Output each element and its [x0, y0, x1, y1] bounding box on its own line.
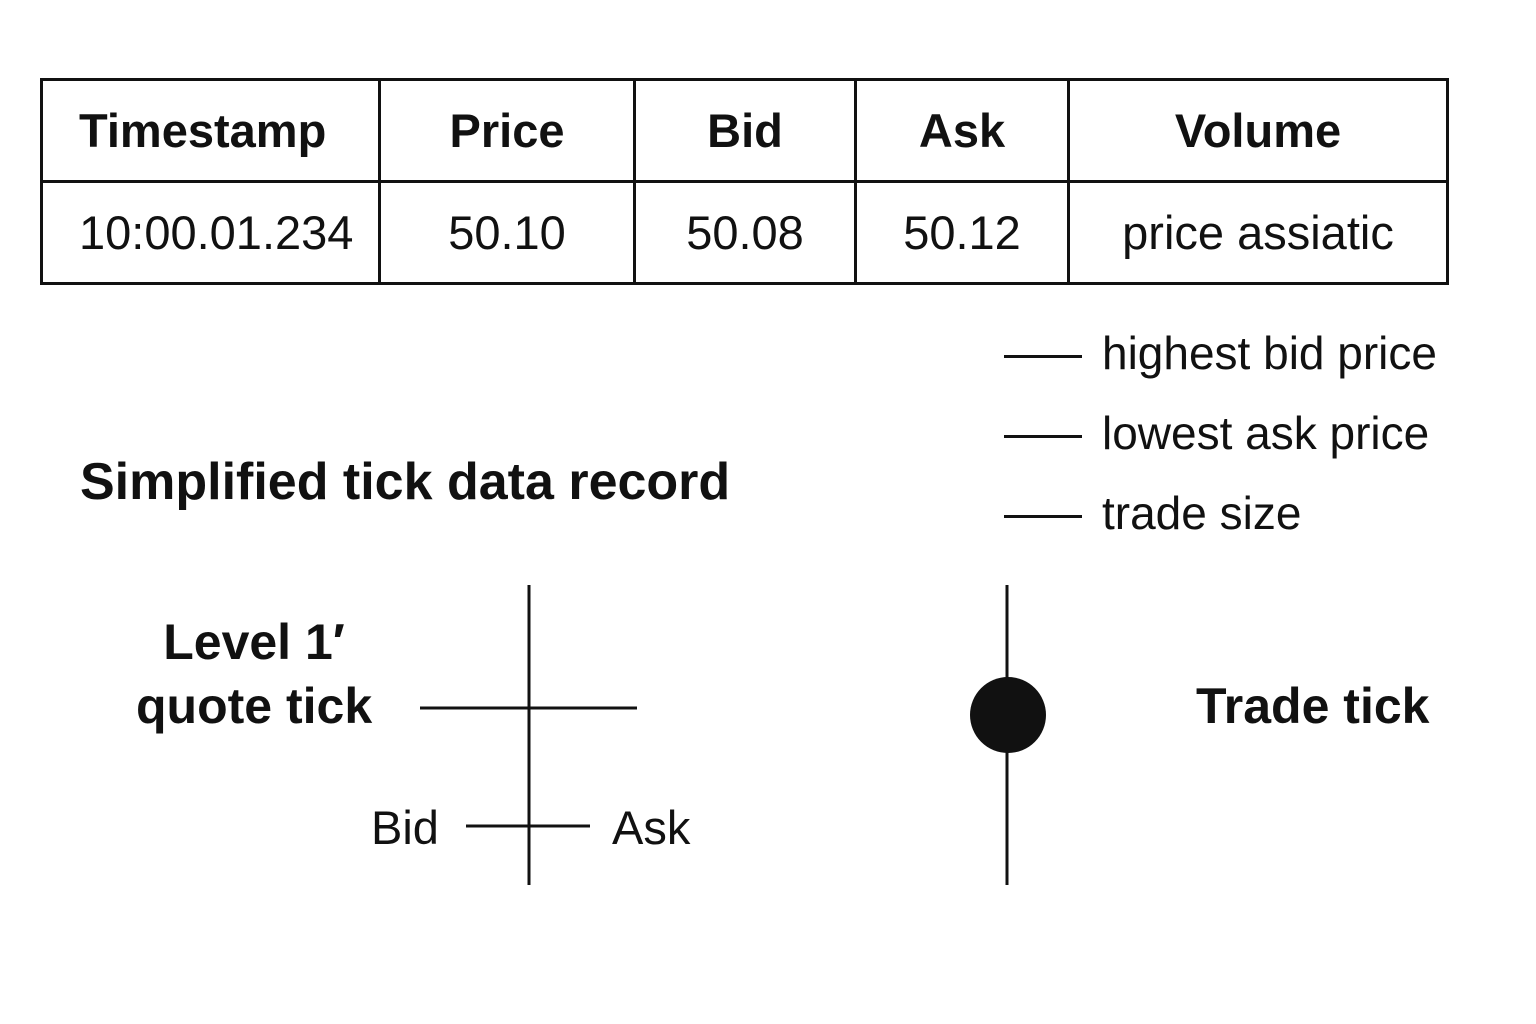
table-header-row: Timestamp Price Bid Ask Volume	[40, 78, 1449, 183]
header-bid: Bid	[633, 78, 857, 183]
legend-line	[1004, 355, 1082, 358]
tick-data-table: Timestamp Price Bid Ask Volume 10:00.01.…	[40, 78, 1449, 285]
cell-price: 50.10	[378, 180, 636, 285]
cell-volume: price assiatic	[1067, 180, 1449, 285]
cell-ask: 50.12	[854, 180, 1070, 285]
legend-item-lowest-ask: lowest ask price	[1004, 398, 1484, 478]
header-timestamp: Timestamp	[40, 78, 381, 183]
legend-label: lowest ask price	[1102, 407, 1430, 459]
legend-label: trade size	[1102, 487, 1302, 539]
quote-tick-label-line2: quote tick	[136, 678, 373, 734]
legend-line	[1004, 515, 1082, 518]
table-row: 10:00.01.234 50.10 50.08 50.12 price ass…	[40, 180, 1449, 285]
cell-bid: 50.08	[633, 180, 857, 285]
legend-item-trade-size: trade size	[1004, 478, 1484, 558]
legend-label: highest bid price	[1102, 327, 1437, 379]
ask-label: Ask	[612, 801, 691, 854]
trade-tick-dot	[970, 677, 1046, 753]
legend-item-highest-bid: highest bid price	[1004, 318, 1484, 398]
trade-tick-label: Trade tick	[1196, 678, 1430, 734]
header-volume: Volume	[1067, 78, 1449, 183]
legend: highest bid price lowest ask price trade…	[1004, 318, 1484, 558]
cell-timestamp: 10:00.01.234	[40, 180, 381, 285]
bid-label: Bid	[371, 801, 439, 854]
diagram-title: Simplified tick data record	[80, 453, 731, 511]
legend-line	[1004, 435, 1082, 438]
quote-tick-label: Level 1′ quote tick	[136, 610, 372, 738]
header-price: Price	[378, 78, 636, 183]
quote-tick-label-line1: Level 1′	[163, 614, 345, 670]
header-ask: Ask	[854, 78, 1070, 183]
